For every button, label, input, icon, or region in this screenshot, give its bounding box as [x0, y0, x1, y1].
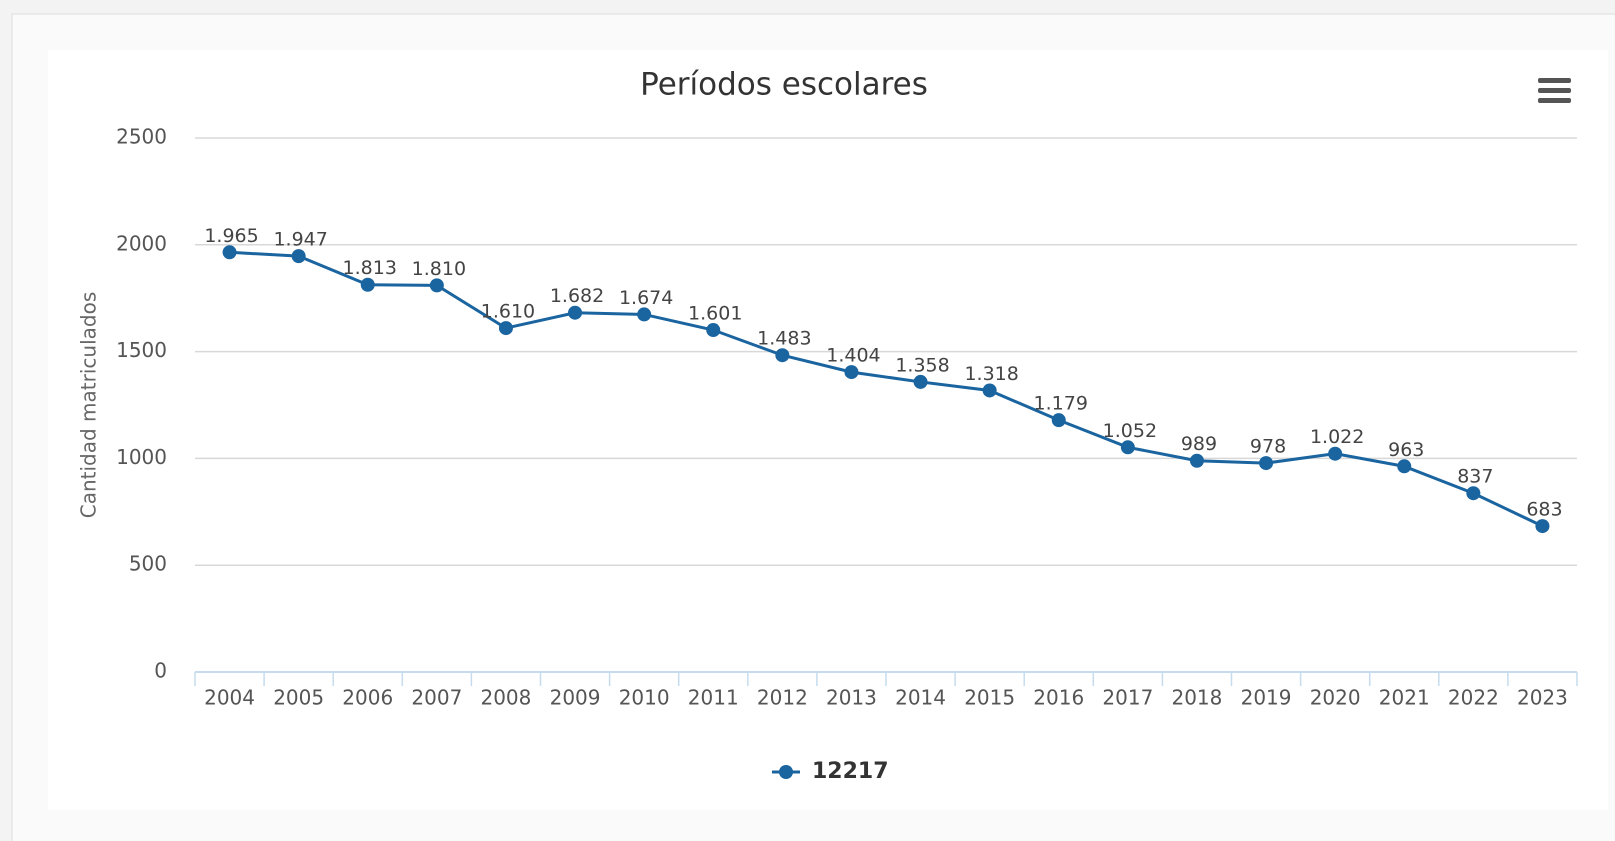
data-label: 978 [1250, 436, 1286, 458]
data-label: 1.965 [204, 225, 258, 247]
point [1189, 453, 1204, 468]
point [1535, 519, 1550, 534]
x-tick-label: 2015 [964, 686, 1015, 710]
point [222, 245, 237, 260]
data-label: 1.947 [273, 229, 327, 251]
x-tick-label: 2022 [1448, 686, 1499, 710]
point [913, 374, 928, 389]
data-label: 1.179 [1034, 393, 1088, 415]
point [291, 249, 306, 264]
point [775, 348, 790, 363]
x-tick-label: 2023 [1517, 686, 1568, 710]
data-label: 1.813 [343, 257, 397, 279]
data-label: 683 [1526, 499, 1562, 521]
point [429, 278, 444, 293]
x-tick-label: 2014 [895, 686, 946, 710]
menu-button[interactable] [1538, 78, 1571, 103]
x-tick-label: 2012 [757, 686, 808, 710]
point [360, 277, 375, 292]
data-label: 989 [1181, 433, 1217, 455]
data-label: 1.810 [412, 258, 466, 280]
data-label: 963 [1388, 439, 1424, 461]
legend-symbol [779, 765, 793, 779]
data-label: 1.674 [619, 287, 673, 309]
x-tick-label: 2007 [411, 686, 462, 710]
point [1397, 459, 1412, 474]
point [637, 307, 652, 322]
data-label: 1.610 [481, 301, 535, 323]
data-label: 1.318 [964, 363, 1018, 385]
x-tick-label: 2010 [619, 686, 670, 710]
chart-area [48, 50, 1608, 810]
x-tick-label: 2006 [342, 686, 393, 710]
data-label: 1.404 [826, 345, 880, 367]
y-tick-label: 1000 [116, 445, 167, 469]
chart-title: Períodos escolares [640, 67, 928, 103]
data-label: 1.682 [550, 285, 604, 307]
series-line [229, 250, 1544, 528]
data-label: 1.022 [1310, 426, 1364, 448]
point [844, 365, 859, 380]
x-tick-label: 2021 [1379, 686, 1430, 710]
x-tick-label: 2013 [826, 686, 877, 710]
point [498, 321, 513, 336]
data-label: 1.601 [688, 303, 742, 325]
y-tick-label: 1500 [116, 338, 167, 362]
y-tick-label: 2000 [116, 231, 167, 255]
point [1051, 413, 1066, 428]
menu-bar [1538, 98, 1571, 103]
x-tick-label: 2017 [1102, 686, 1153, 710]
menu-bar [1538, 88, 1571, 93]
x-tick-label: 2019 [1241, 686, 1292, 710]
y-tick-label: 2500 [116, 125, 167, 149]
data-label: 1.483 [757, 328, 811, 350]
x-tick-label: 2018 [1171, 686, 1222, 710]
y-axis-label: Cantidad matriculados [77, 292, 101, 519]
y-tick-label: 500 [129, 552, 167, 576]
x-tick-label: 2009 [550, 686, 601, 710]
point [1328, 446, 1343, 461]
x-tick-label: 2016 [1033, 686, 1084, 710]
legend-label: 12217 [812, 759, 889, 784]
y-tick-label: 0 [154, 659, 167, 683]
x-tick-label: 2011 [688, 686, 739, 710]
x-tick-label: 2005 [273, 686, 324, 710]
data-label: 1.052 [1103, 420, 1157, 442]
x-tick-label: 2020 [1310, 686, 1361, 710]
point [1120, 440, 1135, 455]
data-label: 1.358 [895, 354, 949, 376]
point [568, 305, 583, 320]
x-tick-label: 2004 [204, 686, 255, 710]
x-tick-label: 2008 [480, 686, 531, 710]
point [1466, 486, 1481, 501]
point [1259, 456, 1274, 471]
data-label: 837 [1457, 466, 1493, 488]
point [706, 323, 721, 338]
point [982, 383, 997, 398]
menu-bar [1538, 78, 1571, 83]
